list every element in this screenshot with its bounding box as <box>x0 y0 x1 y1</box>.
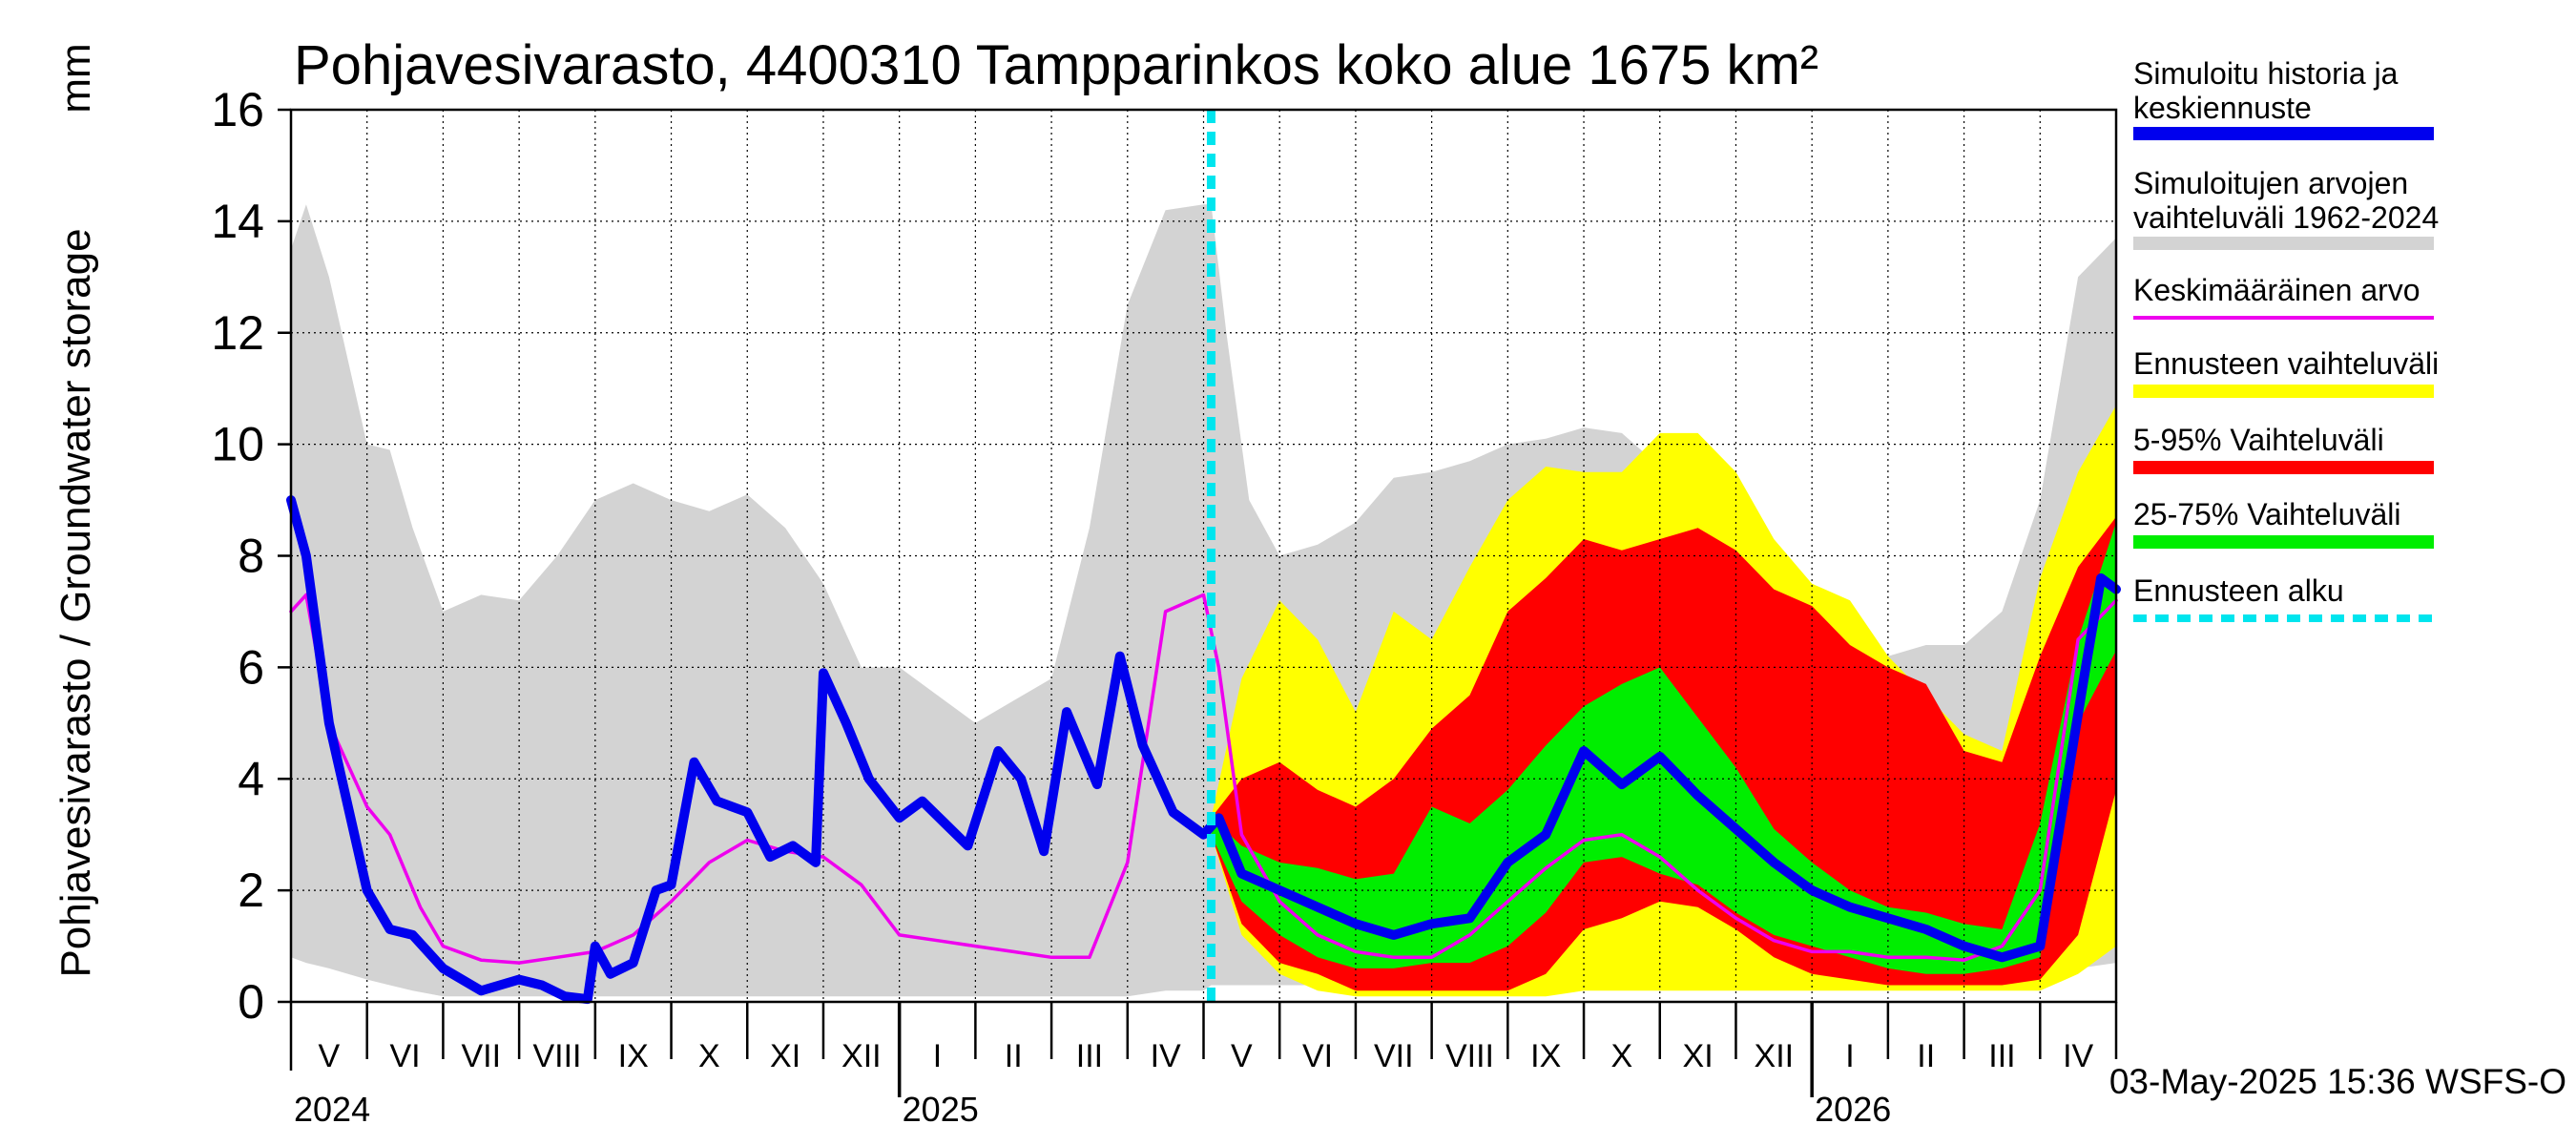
footer-timestamp: 03-May-2025 15:36 WSFS-O <box>2109 1062 2566 1101</box>
line-layer <box>286 495 2121 1005</box>
x-month-label-13: VI <box>1302 1038 1333 1074</box>
y-tick-label-5: 10 <box>211 418 264 471</box>
legend-label-0: Simuloitu historia ja keskiennuste <box>2133 56 2399 125</box>
legend-label-5: 25-75% Vaihteluväli <box>2133 497 2400 531</box>
x-month-label-9: II <box>1005 1038 1023 1074</box>
y-tick-label-3: 6 <box>238 640 264 694</box>
x-month-label-14: VII <box>1374 1038 1414 1074</box>
y-tick-label-1: 2 <box>238 864 264 917</box>
x-month-label-18: XI <box>1683 1038 1714 1074</box>
x-month-label-20: I <box>1845 1038 1854 1074</box>
y-axis-unit: mm <box>52 43 99 113</box>
x-month-label-3: VIII <box>532 1038 581 1074</box>
x-month-label-22: III <box>1988 1038 2015 1074</box>
x-month-label-2: VII <box>461 1038 501 1074</box>
legend-label-1: Simuloitujen arvojen vaihteluväli 1962-20… <box>2133 166 2439 235</box>
x-month-label-23: IV <box>2063 1038 2093 1074</box>
y-tick-label-8: 16 <box>211 83 264 136</box>
x-month-label-19: XII <box>1755 1038 1795 1074</box>
x-month-label-4: IX <box>618 1038 649 1074</box>
chart-title: Pohjavesivarasto, 4400310 Tampparinkos k… <box>294 34 1818 96</box>
line-series-1 <box>286 495 2121 1005</box>
x-month-label-8: I <box>933 1038 942 1074</box>
legend-label-6: Ennusteen alku <box>2133 573 2344 608</box>
legend-label-4: 5-95% Vaihteluväli <box>2133 423 2384 457</box>
line-series-0 <box>289 593 2118 965</box>
y-tick-label-7: 14 <box>211 195 264 248</box>
x-month-label-7: XII <box>841 1038 882 1074</box>
legend-label-2: Keskimääräinen arvo <box>2133 273 2420 307</box>
x-month-label-15: VIII <box>1445 1038 1494 1074</box>
x-month-label-16: IX <box>1530 1038 1561 1074</box>
y-axis-label: Pohjavesivarasto / Groundwater storage <box>52 228 99 977</box>
x-year-label-0: 2024 <box>294 1090 370 1129</box>
x-year-label-1: 2025 <box>903 1090 979 1129</box>
legend-label-3: Ennusteen vaihteluväli <box>2133 346 2439 381</box>
x-month-label-1: VI <box>390 1038 421 1074</box>
grid-layer <box>291 110 2116 1002</box>
y-tick-label-6: 12 <box>211 306 264 360</box>
x-month-label-6: XI <box>770 1038 800 1074</box>
x-month-label-5: X <box>698 1038 720 1074</box>
y-tick-label-2: 4 <box>238 752 264 805</box>
band-series-3 <box>1211 522 2116 974</box>
x-axis: V VI VII VIII IX X XI XII I II III IV V VI VII VIII IX X X… <box>289 1002 2118 1129</box>
x-month-label-21: II <box>1917 1038 1935 1074</box>
x-month-label-12: V <box>1231 1038 1253 1074</box>
x-month-label-17: X <box>1611 1038 1633 1074</box>
y-axis: 0 2 4 6 8 10 12 14 16 <box>211 83 291 1029</box>
x-month-label-0: V <box>319 1038 341 1074</box>
y-tick-label-0: 0 <box>238 975 264 1029</box>
x-month-label-10: III <box>1076 1038 1103 1074</box>
legend: Simuloitu historia ja keskiennuste Simuloi… <box>2133 56 2439 622</box>
x-month-label-11: IV <box>1151 1038 1181 1074</box>
y-tick-label-4: 8 <box>238 530 264 583</box>
x-year-label-2: 2026 <box>1815 1090 1891 1129</box>
